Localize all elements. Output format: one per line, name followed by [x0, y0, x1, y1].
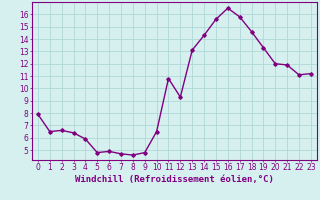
X-axis label: Windchill (Refroidissement éolien,°C): Windchill (Refroidissement éolien,°C): [75, 175, 274, 184]
